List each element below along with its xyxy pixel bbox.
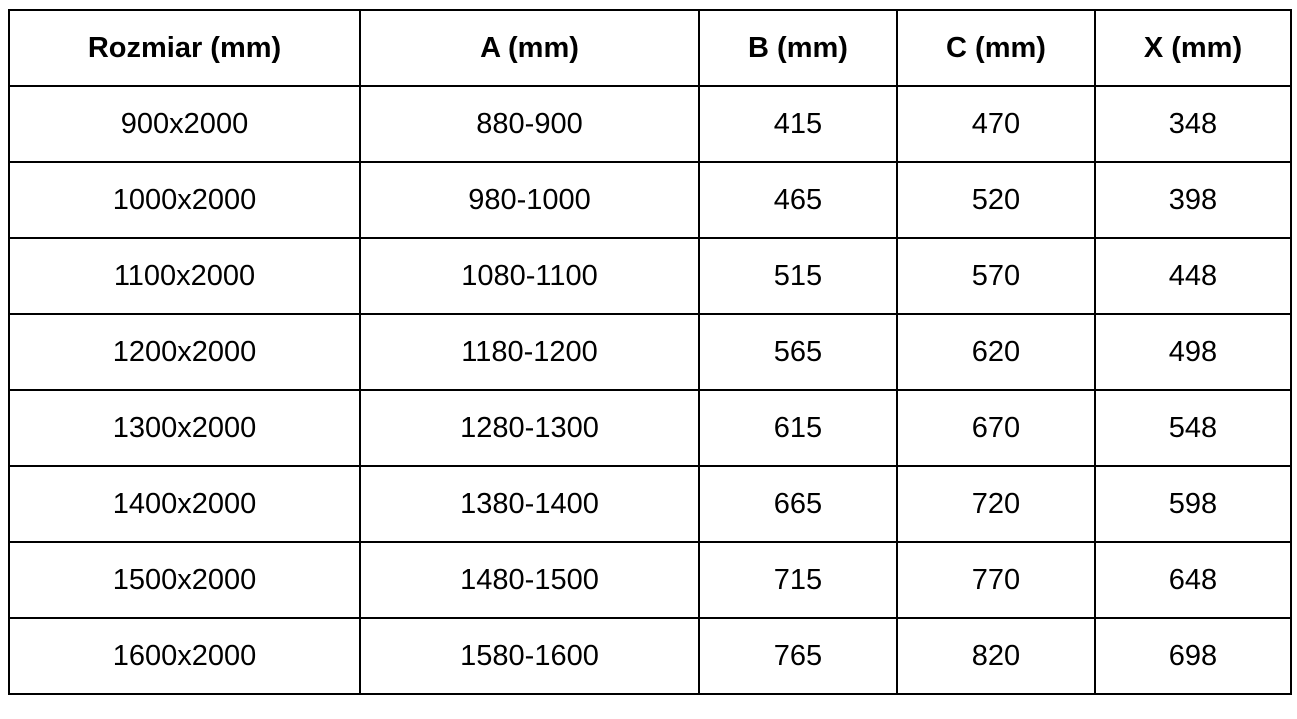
table-row: 1400x2000 1380-1400 665 720 598: [8, 465, 1292, 543]
cell-a: 1480-1500: [359, 541, 700, 619]
table-row: 1600x2000 1580-1600 765 820 698: [8, 617, 1292, 695]
cell-c: 520: [896, 161, 1096, 239]
cell-c: 670: [896, 389, 1096, 467]
cell-c: 570: [896, 237, 1096, 315]
cell-b: 415: [698, 85, 898, 163]
header-row: Rozmiar (mm) A (mm) B (mm) C (mm) X (mm): [8, 9, 1292, 87]
cell-x: 548: [1094, 389, 1292, 467]
header-size: Rozmiar (mm): [8, 9, 361, 87]
cell-b: 615: [698, 389, 898, 467]
cell-b: 665: [698, 465, 898, 543]
cell-x: 498: [1094, 313, 1292, 391]
table-row: 1000x2000 980-1000 465 520 398: [8, 161, 1292, 239]
cell-b: 715: [698, 541, 898, 619]
cell-a: 1280-1300: [359, 389, 700, 467]
table-row: 1100x2000 1080-1100 515 570 448: [8, 237, 1292, 315]
cell-x: 448: [1094, 237, 1292, 315]
header-a: A (mm): [359, 9, 700, 87]
cell-size: 1000x2000: [8, 161, 361, 239]
cell-a: 1080-1100: [359, 237, 700, 315]
header-b: B (mm): [698, 9, 898, 87]
cell-a: 1380-1400: [359, 465, 700, 543]
cell-a: 1580-1600: [359, 617, 700, 695]
cell-size: 900x2000: [8, 85, 361, 163]
cell-a: 1180-1200: [359, 313, 700, 391]
cell-c: 820: [896, 617, 1096, 695]
cell-size: 1400x2000: [8, 465, 361, 543]
table-row: 1300x2000 1280-1300 615 670 548: [8, 389, 1292, 467]
cell-x: 348: [1094, 85, 1292, 163]
cell-size: 1300x2000: [8, 389, 361, 467]
cell-a: 880-900: [359, 85, 700, 163]
cell-c: 470: [896, 85, 1096, 163]
cell-size: 1500x2000: [8, 541, 361, 619]
cell-size: 1100x2000: [8, 237, 361, 315]
cell-b: 465: [698, 161, 898, 239]
cell-x: 648: [1094, 541, 1292, 619]
cell-size: 1600x2000: [8, 617, 361, 695]
header-c: C (mm): [896, 9, 1096, 87]
table-row: 900x2000 880-900 415 470 348: [8, 85, 1292, 163]
cell-c: 770: [896, 541, 1096, 619]
cell-a: 980-1000: [359, 161, 700, 239]
header-x: X (mm): [1094, 9, 1292, 87]
cell-x: 398: [1094, 161, 1292, 239]
cell-b: 515: [698, 237, 898, 315]
cell-size: 1200x2000: [8, 313, 361, 391]
cell-c: 620: [896, 313, 1096, 391]
cell-b: 565: [698, 313, 898, 391]
cell-x: 698: [1094, 617, 1292, 695]
cell-c: 720: [896, 465, 1096, 543]
table-row: 1500x2000 1480-1500 715 770 648: [8, 541, 1292, 619]
cell-b: 765: [698, 617, 898, 695]
dimensions-table: Rozmiar (mm) A (mm) B (mm) C (mm) X (mm)…: [8, 9, 1292, 695]
cell-x: 598: [1094, 465, 1292, 543]
table-row: 1200x2000 1180-1200 565 620 498: [8, 313, 1292, 391]
